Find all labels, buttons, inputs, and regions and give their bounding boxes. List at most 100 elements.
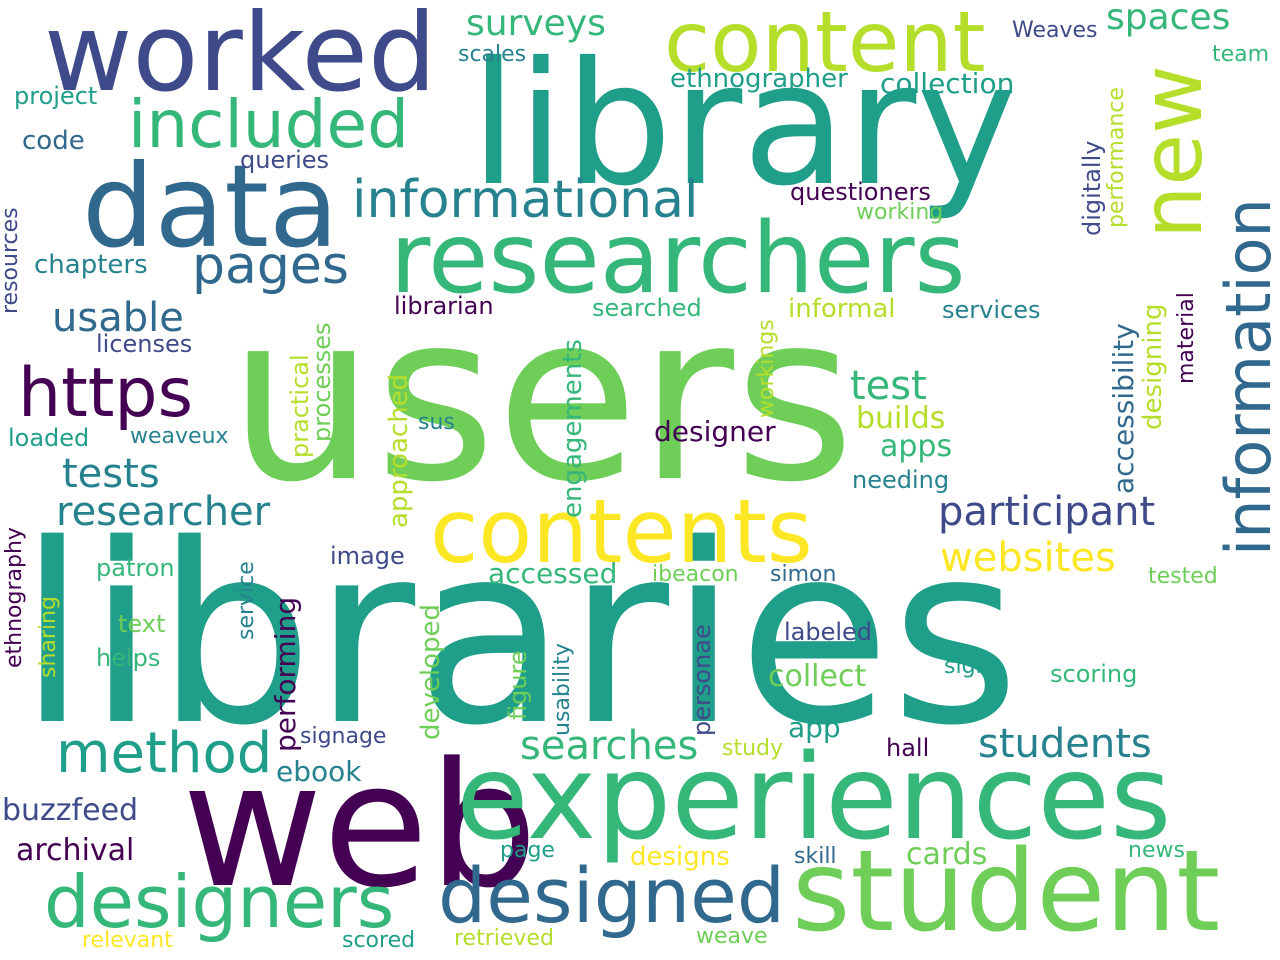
word-developed: developed	[416, 603, 446, 740]
word-approached: approached	[384, 373, 414, 528]
word-app: app	[788, 711, 841, 744]
word-designs: designs	[630, 842, 730, 872]
word-information: information	[1212, 198, 1280, 556]
word-experiences: experiences	[456, 728, 1172, 866]
word-signage: signage	[300, 724, 387, 749]
word-scored: scored	[342, 928, 416, 953]
word-searches: searches	[520, 723, 699, 769]
word-performing: performing	[269, 596, 302, 752]
word-loaded: loaded	[8, 424, 90, 452]
word-researchers: researchers	[390, 202, 966, 316]
word-scoring: scoring	[1050, 660, 1138, 688]
word-ibeacon: ibeacon	[652, 562, 739, 587]
word-ethnography: ethnography	[2, 527, 27, 668]
word-students: students	[978, 721, 1152, 767]
word-project: project	[14, 82, 98, 110]
word-collection: collection	[880, 67, 1015, 100]
word-informal: informal	[788, 294, 896, 324]
word-scales: scales	[458, 42, 527, 67]
word-engagements: engagements	[558, 339, 588, 518]
word-searched: searched	[592, 294, 702, 322]
word-apps: apps	[880, 429, 953, 464]
word-designer: designer	[654, 415, 776, 448]
word-needing: needing	[852, 466, 950, 494]
word-spaces: spaces	[1106, 0, 1231, 38]
word-student: student	[792, 827, 1221, 957]
word-designed: designed	[438, 851, 786, 940]
word-contents: contents	[430, 480, 813, 583]
word-archival: archival	[16, 833, 135, 868]
word-news: news	[1128, 838, 1185, 863]
word-accessibility: accessibility	[1107, 323, 1140, 494]
word-content: content	[664, 0, 986, 91]
word-method: method	[56, 721, 273, 786]
word-designers: designers	[44, 860, 395, 944]
word-helps: helps	[96, 644, 161, 672]
word-services: services	[942, 296, 1041, 324]
word-informational: informational	[352, 170, 699, 230]
word-data: data	[82, 140, 339, 273]
word-hall: hall	[886, 734, 930, 762]
word-https: https	[18, 354, 194, 433]
word-queries: queries	[240, 146, 330, 174]
word-performance: performance	[1104, 87, 1129, 228]
word-simon: simon	[770, 562, 837, 587]
word-participant: participant	[938, 489, 1156, 535]
word-ethnographer: ethnographer	[670, 64, 848, 94]
word-material: material	[1174, 292, 1199, 384]
word-test: test	[850, 363, 927, 409]
word-ebook: ebook	[276, 755, 362, 788]
word-usable: usable	[52, 295, 184, 341]
word-researcher: researcher	[56, 489, 271, 535]
word-team: team	[1212, 42, 1270, 67]
word-websites: websites	[940, 535, 1116, 581]
word-designing: designing	[1138, 303, 1168, 430]
word-new: new	[1123, 65, 1221, 239]
word-sus: sus	[418, 410, 455, 435]
word-patron: patron	[96, 554, 175, 582]
word-personae: personae	[688, 624, 716, 736]
word-tested: tested	[1148, 564, 1218, 589]
word-buzzfeed: buzzfeed	[2, 793, 139, 828]
word-library: library	[470, 26, 1017, 224]
word-tests: tests	[62, 451, 160, 497]
word-study: study	[722, 736, 784, 761]
word-web: web	[182, 725, 538, 926]
word-sign: sign	[944, 654, 990, 679]
word-questioners: questioners	[790, 178, 931, 206]
word-text: text	[118, 610, 166, 638]
word-working: working	[856, 200, 944, 225]
word-labeled: labeled	[784, 618, 873, 646]
word-worked: worked	[44, 0, 437, 116]
word-digitally: digitally	[1078, 140, 1106, 236]
word-collect: collect	[768, 659, 867, 694]
word-workings: workings	[754, 319, 779, 418]
word-surveys: surveys	[466, 3, 606, 44]
word-librarian: librarian	[394, 292, 494, 320]
word-resources: resources	[0, 207, 23, 314]
word-retrieved: retrieved	[454, 926, 554, 951]
word-weaveux: weaveux	[130, 424, 229, 449]
word-figure: figure	[504, 650, 532, 720]
word-included: included	[128, 86, 410, 163]
word-pages: pages	[192, 236, 349, 296]
word-libraries: libraries	[18, 492, 1020, 780]
word-service: service	[234, 561, 259, 640]
word-licenses: licenses	[96, 330, 193, 358]
word-cards: cards	[906, 837, 988, 872]
word-skill: skill	[794, 844, 837, 869]
word-weave: weave	[696, 924, 768, 949]
word-image: image	[330, 542, 405, 570]
word-users: users	[228, 263, 855, 533]
word-page: page	[500, 838, 555, 863]
word-Weaves: Weaves	[1012, 18, 1098, 43]
word-accessed: accessed	[488, 557, 618, 590]
word-usability: usability	[550, 643, 575, 736]
word-sharing: sharing	[36, 596, 61, 678]
word-builds: builds	[856, 401, 946, 436]
word-chapters: chapters	[34, 250, 148, 280]
word-relevant: relevant	[82, 928, 173, 953]
word-code: code	[22, 126, 85, 156]
word-processes: processes	[308, 322, 336, 443]
